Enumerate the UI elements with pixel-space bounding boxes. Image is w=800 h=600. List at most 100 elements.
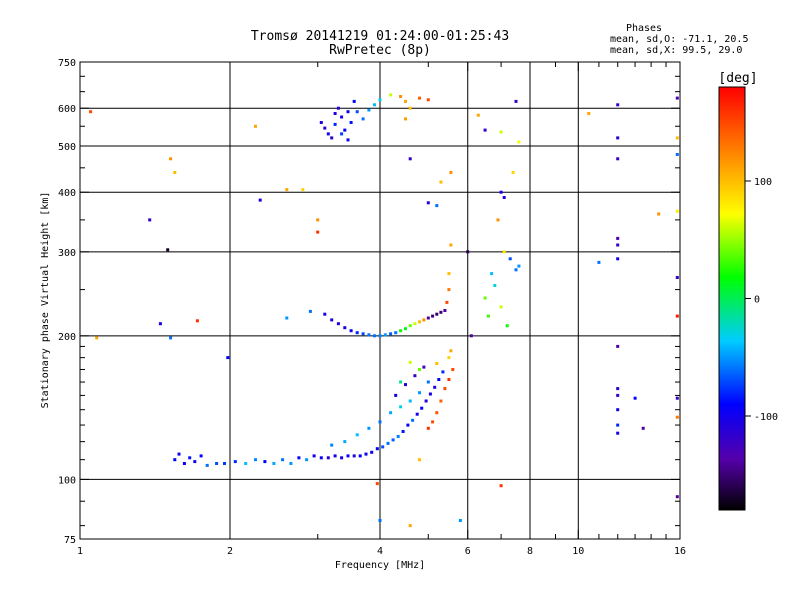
data-point	[349, 329, 353, 333]
data-point	[411, 418, 415, 422]
data-point	[389, 93, 393, 97]
data-point	[340, 115, 344, 119]
data-point	[404, 117, 407, 121]
data-point	[413, 322, 417, 326]
data-point	[361, 117, 365, 121]
data-point	[408, 360, 412, 364]
data-point	[323, 126, 327, 130]
data-point	[496, 218, 500, 222]
x-tick-label: 1	[77, 546, 83, 557]
data-point	[451, 368, 455, 371]
data-point	[285, 316, 289, 320]
data-point	[493, 284, 497, 287]
y-axis-label: Stationary phase Virtual Height [km]	[40, 192, 51, 409]
data-point	[422, 318, 426, 322]
data-point	[657, 212, 661, 216]
data-point	[616, 423, 620, 427]
data-point	[418, 320, 421, 324]
data-point	[675, 415, 679, 419]
data-point	[675, 276, 679, 279]
data-point	[333, 122, 337, 126]
data-point	[169, 157, 173, 161]
data-point	[616, 431, 620, 435]
data-point	[469, 334, 473, 338]
data-point	[675, 314, 679, 318]
data-point	[215, 462, 219, 465]
data-point	[394, 393, 398, 397]
data-point	[233, 460, 237, 464]
data-point	[346, 138, 350, 142]
data-point	[499, 130, 503, 134]
data-point	[367, 333, 371, 337]
data-point	[447, 272, 451, 276]
data-point	[443, 387, 447, 391]
data-point	[508, 257, 512, 261]
data-point	[514, 268, 518, 272]
data-point	[408, 324, 412, 328]
data-point	[95, 336, 99, 340]
data-point	[352, 99, 356, 103]
data-point	[173, 171, 177, 174]
data-point	[193, 460, 197, 464]
data-point	[378, 98, 382, 102]
data-point	[597, 260, 601, 264]
scatter-points	[89, 93, 679, 528]
data-point	[675, 209, 679, 213]
data-point	[254, 458, 257, 462]
data-point	[418, 368, 421, 371]
data-point	[166, 248, 170, 252]
data-point	[182, 462, 186, 465]
data-point	[675, 396, 679, 400]
data-point	[415, 412, 419, 416]
data-point	[367, 108, 371, 112]
data-point	[346, 110, 350, 114]
data-point	[466, 250, 470, 254]
data-point	[358, 454, 362, 458]
y-tick-label: 750	[58, 58, 76, 69]
data-point	[418, 458, 421, 462]
x-tick-label: 2	[227, 546, 233, 557]
data-point	[378, 334, 382, 338]
data-point	[499, 484, 503, 488]
data-point	[408, 106, 412, 110]
data-point	[319, 456, 323, 460]
data-point	[346, 454, 350, 458]
data-point	[675, 96, 679, 100]
data-point	[502, 250, 506, 254]
data-point	[483, 296, 487, 300]
data-point	[258, 198, 262, 202]
data-point	[486, 314, 490, 318]
y-tick-label: 500	[58, 142, 76, 153]
data-point	[333, 454, 337, 458]
data-point	[616, 236, 620, 240]
data-point	[616, 243, 620, 247]
data-point	[517, 140, 521, 144]
chart-subtitle: RwPretec (8p)	[329, 43, 431, 58]
data-point	[422, 365, 426, 369]
data-point	[378, 420, 382, 424]
data-point	[301, 188, 305, 192]
data-point	[386, 441, 390, 445]
colorbar-tick-label: -100	[754, 412, 778, 423]
data-point	[323, 312, 327, 316]
data-point	[319, 121, 323, 124]
data-point	[435, 362, 439, 365]
stats-x: mean, sd,X: 99.5, 29.0	[610, 45, 742, 56]
data-point	[441, 370, 445, 374]
data-point	[499, 305, 503, 309]
data-point	[370, 450, 374, 454]
data-point	[404, 383, 407, 387]
data-point	[308, 309, 312, 313]
stats-o: mean, sd,O: -71.1, 20.5	[610, 34, 748, 45]
data-point	[426, 426, 430, 430]
data-point	[511, 171, 515, 174]
data-point	[404, 99, 407, 103]
data-point	[418, 96, 421, 100]
data-point	[169, 336, 173, 340]
data-point	[408, 157, 412, 161]
data-point	[514, 99, 518, 103]
data-point	[272, 462, 276, 465]
data-point	[505, 324, 509, 328]
data-point	[355, 433, 359, 437]
y-tick-label: 300	[58, 248, 76, 259]
